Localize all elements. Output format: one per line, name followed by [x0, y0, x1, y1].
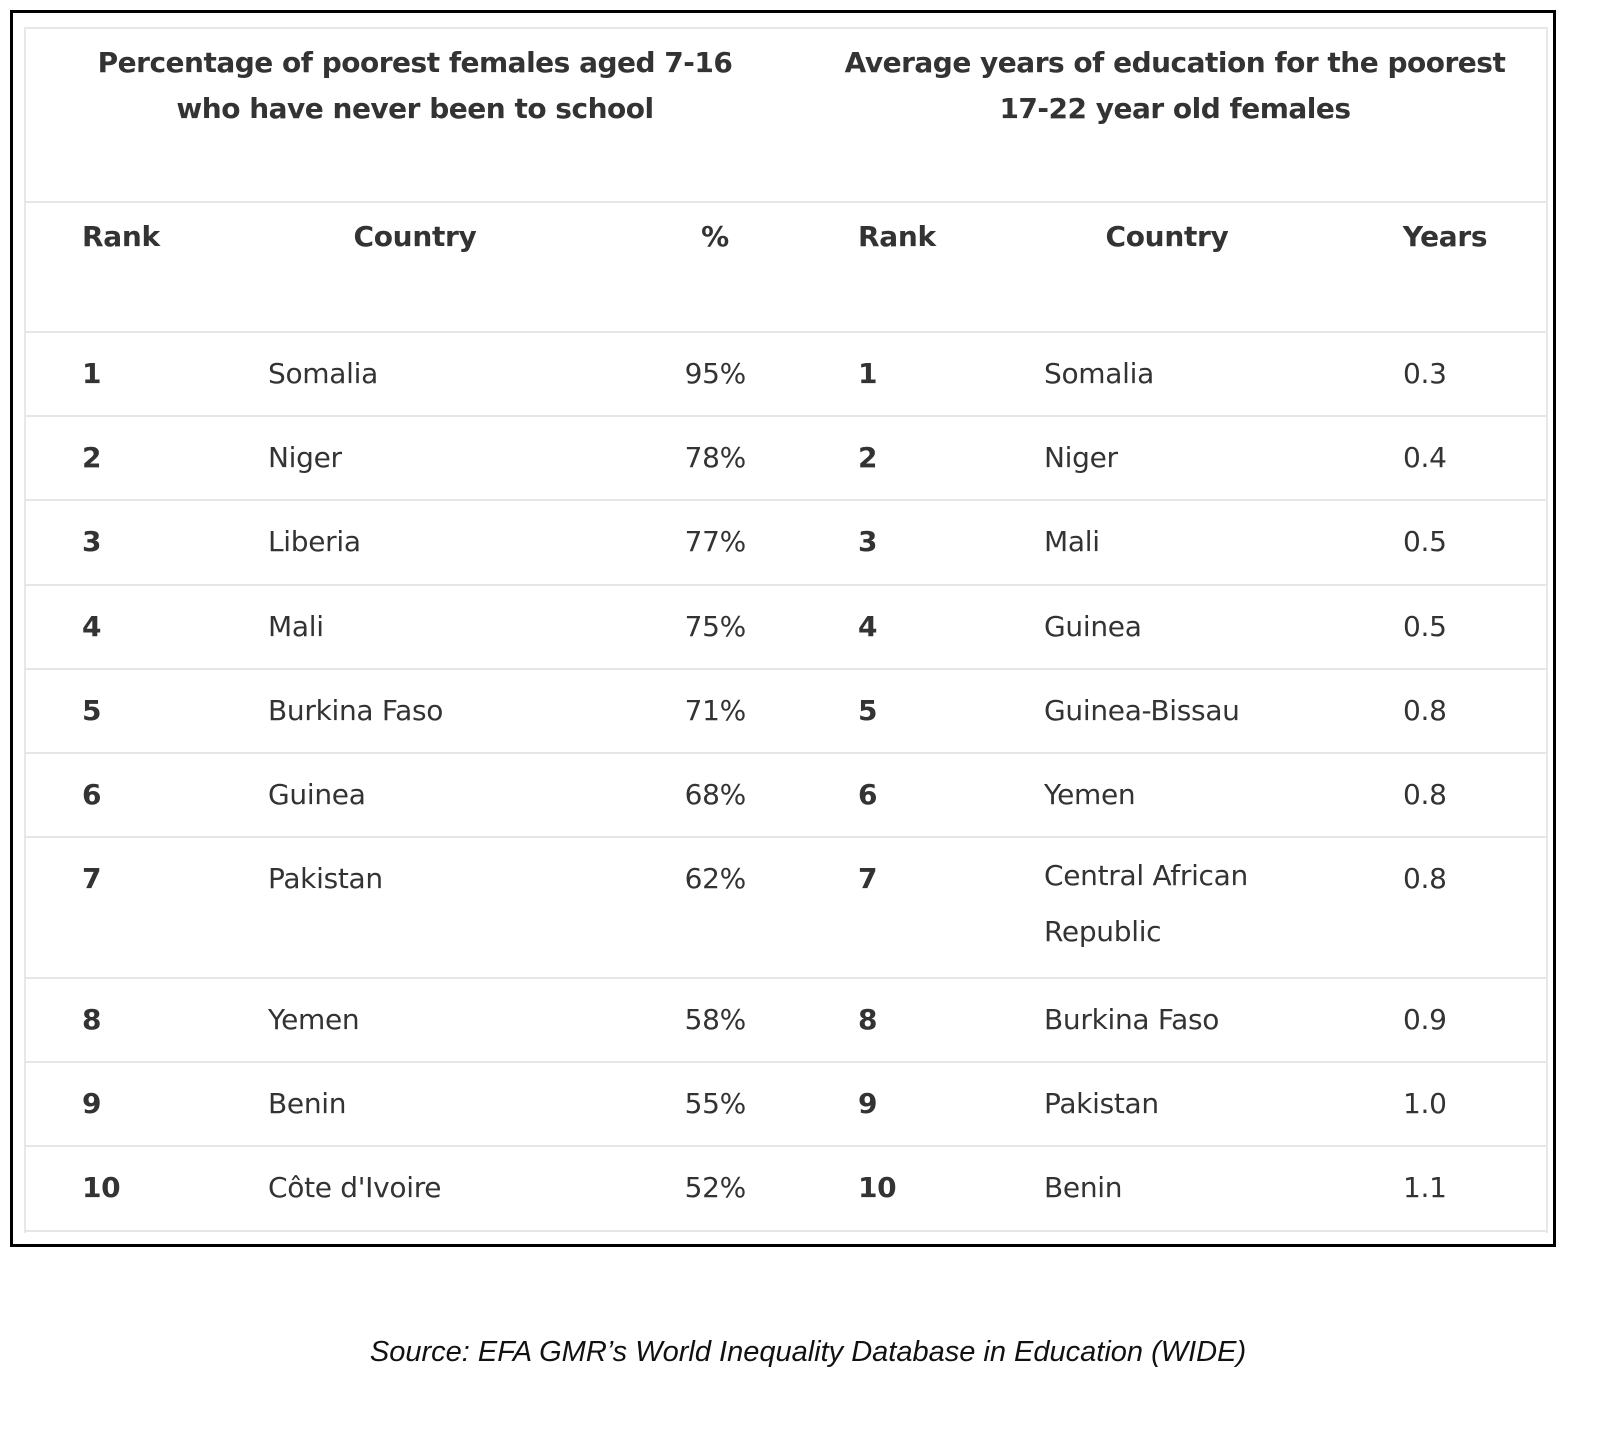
table1-rank: 7 [82, 862, 102, 895]
table2-years: 0.4 [1403, 441, 1447, 474]
table2-title: Average years of education for the poore… [844, 46, 1506, 125]
row-divider [24, 415, 1546, 417]
table2-years: 1.1 [1403, 1171, 1447, 1204]
table1-percent: 55% [684, 1087, 747, 1120]
table1-country: Yemen [268, 1003, 360, 1036]
table2-years: 0.8 [1403, 778, 1447, 811]
row-divider [24, 201, 1546, 203]
table1-rank: 1 [82, 357, 102, 390]
table1-percent: 62% [684, 862, 747, 895]
table2-years: 0.9 [1403, 1003, 1447, 1036]
row-divider [24, 1230, 1546, 1232]
row-divider [24, 752, 1546, 754]
table2-rank: 7 [858, 862, 878, 895]
row-divider [24, 584, 1546, 586]
table2-country: Central African Republic [1044, 859, 1248, 948]
table2-years: 0.5 [1403, 610, 1447, 643]
header-rank: Rank [858, 220, 936, 253]
header-years: Years [1402, 220, 1488, 253]
table2-years: 0.8 [1403, 694, 1447, 727]
table1-percent: 71% [684, 694, 747, 727]
table1-rank: 9 [82, 1087, 102, 1120]
table2-rank: 6 [858, 778, 878, 811]
table2-years: 0.5 [1403, 525, 1447, 558]
table1-country: Benin [268, 1087, 347, 1120]
table2-years: 0.8 [1403, 862, 1447, 895]
table1-country: Liberia [268, 525, 361, 558]
row-divider [24, 1145, 1546, 1147]
source-caption: Source: EFA GMR’s World Inequality Datab… [369, 1336, 1247, 1368]
header-percent: % [701, 220, 729, 253]
table2-country: Niger [1044, 441, 1118, 474]
row-divider [24, 668, 1546, 670]
table1-country: Mali [268, 610, 324, 643]
table2-rank: 3 [858, 525, 878, 558]
table1-rank: 6 [82, 778, 102, 811]
row-divider [24, 836, 1546, 838]
header-country: Country [1105, 220, 1229, 253]
table1-percent: 58% [684, 1003, 747, 1036]
table1-percent: 52% [684, 1171, 747, 1204]
table2-country: Mali [1044, 525, 1100, 558]
header-rank: Rank [82, 220, 160, 253]
table2-country: Guinea [1044, 610, 1142, 643]
table1-percent: 77% [684, 525, 747, 558]
table1-percent: 78% [684, 441, 747, 474]
table1-rank: 8 [82, 1003, 102, 1036]
table-inner-border [24, 27, 1548, 1233]
table2-rank: 9 [858, 1087, 878, 1120]
table2-country: Pakistan [1044, 1087, 1159, 1120]
table1-rank: 2 [82, 441, 102, 474]
header-country: Country [353, 220, 477, 253]
table2-years: 0.3 [1403, 357, 1447, 390]
table1-rank: 3 [82, 525, 102, 558]
table1-percent: 95% [684, 357, 747, 390]
table1-rank: 4 [82, 610, 102, 643]
row-divider [24, 977, 1546, 979]
table2-country: Burkina Faso [1044, 1003, 1220, 1036]
table2-rank: 1 [858, 357, 878, 390]
row-divider [24, 1061, 1546, 1063]
table2-rank: 5 [858, 694, 878, 727]
row-divider [24, 499, 1546, 501]
table1-country: Somalia [268, 357, 378, 390]
table2-country: Benin [1044, 1171, 1123, 1204]
table1-percent: 75% [684, 610, 747, 643]
table2-rank: 2 [858, 441, 878, 474]
table2-rank: 8 [858, 1003, 878, 1036]
table1-country: Guinea [268, 778, 366, 811]
row-divider [24, 331, 1546, 333]
table1-percent: 68% [684, 778, 747, 811]
table2-rank: 10 [858, 1171, 897, 1204]
table1-country: Niger [268, 441, 342, 474]
table1-rank: 5 [82, 694, 102, 727]
table2-rank: 4 [858, 610, 878, 643]
table1-country: Burkina Faso [268, 694, 444, 727]
table1-country: Côte d'Ivoire [268, 1171, 442, 1204]
table2-country: Guinea-Bissau [1044, 694, 1240, 727]
table2-country: Somalia [1044, 357, 1154, 390]
table1-country: Pakistan [268, 862, 383, 895]
table1-rank: 10 [82, 1171, 121, 1204]
table2-years: 1.0 [1403, 1087, 1447, 1120]
table2-country: Yemen [1044, 778, 1136, 811]
table1-title: Percentage of poorest females aged 7-16 … [97, 46, 733, 125]
table-frame [10, 10, 1556, 1247]
